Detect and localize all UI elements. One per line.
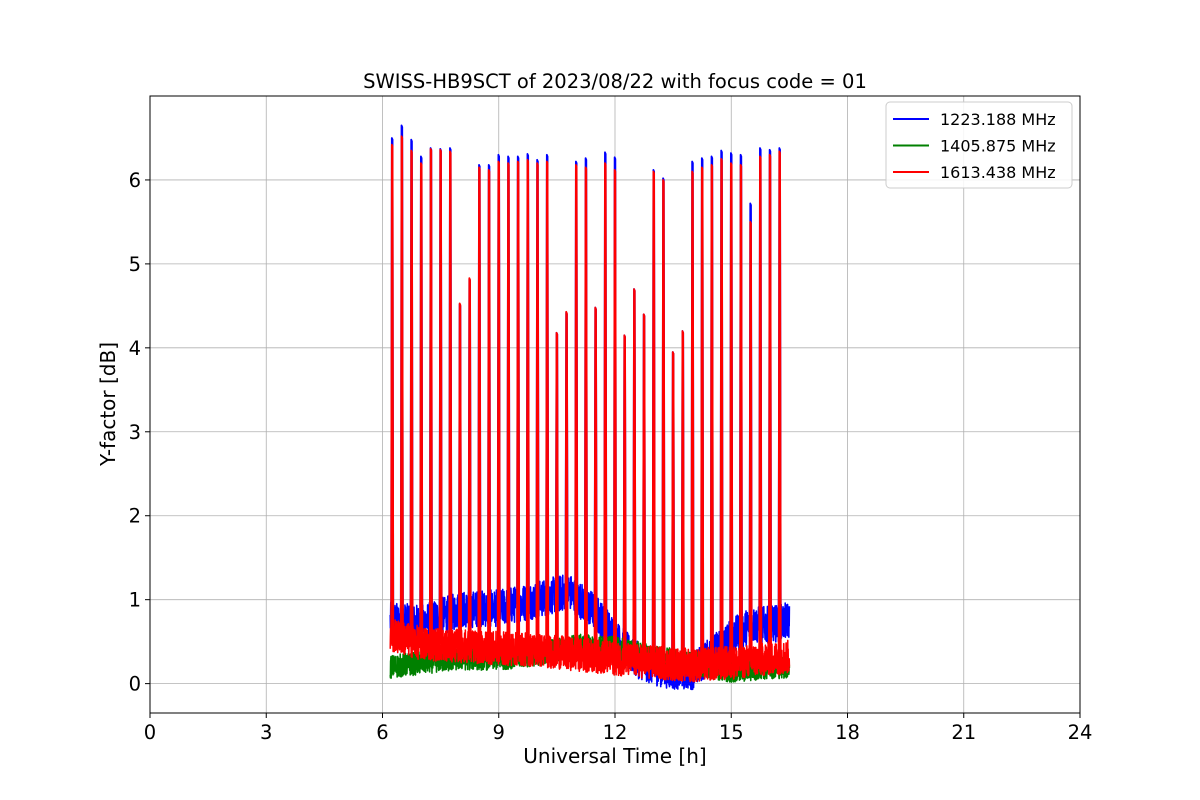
- series-3-peak: [554, 331, 559, 653]
- y-tick-label: 2: [129, 505, 141, 528]
- legend-label: 1223.188 MHz: [940, 110, 1056, 129]
- series-3-peak: [564, 310, 569, 654]
- series-3-peak: [603, 162, 608, 658]
- series-3-peak: [583, 166, 588, 656]
- series-3-peak: [419, 162, 424, 644]
- series-3-peak: [690, 170, 695, 666]
- series-3-peak: [680, 330, 685, 665]
- series-3-peak: [545, 160, 550, 652]
- series-3-peak: [487, 168, 492, 648]
- y-axis-label: Y-factor [dB]: [96, 342, 120, 467]
- x-axis-ticks: 0 3 6 9 12 15 18 21 24: [144, 713, 1093, 744]
- series-3-peak: [574, 163, 579, 655]
- x-tick-label: 24: [1068, 721, 1093, 744]
- series-3: [389, 135, 791, 683]
- x-axis-label: Universal Time [h]: [523, 744, 706, 768]
- y-tick-label: 3: [129, 421, 141, 444]
- series-3-peak: [448, 150, 453, 646]
- series-3-peak: [642, 313, 647, 662]
- series-3-peak: [622, 334, 627, 660]
- series-3-peak: [477, 166, 482, 648]
- series-3-peak: [458, 302, 462, 646]
- series-3-peak: [661, 179, 666, 664]
- y-tick-label: 0: [129, 673, 141, 696]
- series-3-peak: [651, 170, 656, 663]
- series-3-peak: [613, 168, 617, 659]
- x-tick-label: 21: [951, 721, 976, 744]
- series-3-peak: [593, 306, 598, 657]
- series-3-peak: [390, 143, 395, 636]
- series-3-peak: [738, 163, 743, 662]
- legend-label: 1405.875 MHz: [940, 137, 1056, 156]
- series-3-peak: [438, 148, 443, 645]
- legend: 1223.188 MHz 1405.875 MHz 1613.438 MHz: [885, 101, 1073, 189]
- series-3-peak: [632, 288, 637, 661]
- y-tick-label: 6: [129, 169, 141, 192]
- series-3-peak: [428, 147, 433, 644]
- x-tick-label: 18: [835, 721, 860, 744]
- y-tick-label: 5: [129, 253, 141, 276]
- series-3-peak: [525, 158, 530, 650]
- x-tick-label: 0: [144, 721, 156, 744]
- x-tick-label: 3: [260, 721, 272, 744]
- series-3-peak: [768, 153, 772, 659]
- series-3-peak: [516, 160, 521, 650]
- y-axis-ticks: 0 1 2 3 4 5 6: [129, 169, 150, 696]
- series-3-peak: [671, 351, 676, 664]
- series-3-peak: [399, 135, 404, 639]
- series-3-peak: [719, 158, 724, 664]
- series-3-peak: [409, 149, 414, 641]
- series-3-peak: [748, 221, 753, 661]
- legend-label: 1613.438 MHz: [940, 163, 1056, 182]
- series-3-peak: [700, 166, 705, 665]
- chart-title: SWISS-HB9SCT of 2023/08/22 with focus co…: [363, 70, 867, 93]
- x-tick-label: 6: [376, 721, 388, 744]
- series-3-peak: [467, 277, 472, 647]
- x-tick-label: 9: [493, 721, 505, 744]
- series-3-peak: [535, 162, 540, 651]
- x-tick-label: 12: [603, 721, 628, 744]
- y-tick-label: 1: [129, 589, 141, 612]
- series-3-peak: [496, 160, 501, 649]
- plot-series: [389, 124, 791, 691]
- series-3-peak: [729, 162, 734, 663]
- series-3-peak: [758, 155, 763, 660]
- series-3-peak: [709, 163, 714, 664]
- y-tick-label: 4: [129, 337, 141, 360]
- series-3-peak: [777, 150, 782, 658]
- series-3-peak: [506, 162, 511, 649]
- legend-box: [885, 101, 1073, 189]
- x-tick-label: 15: [719, 721, 744, 744]
